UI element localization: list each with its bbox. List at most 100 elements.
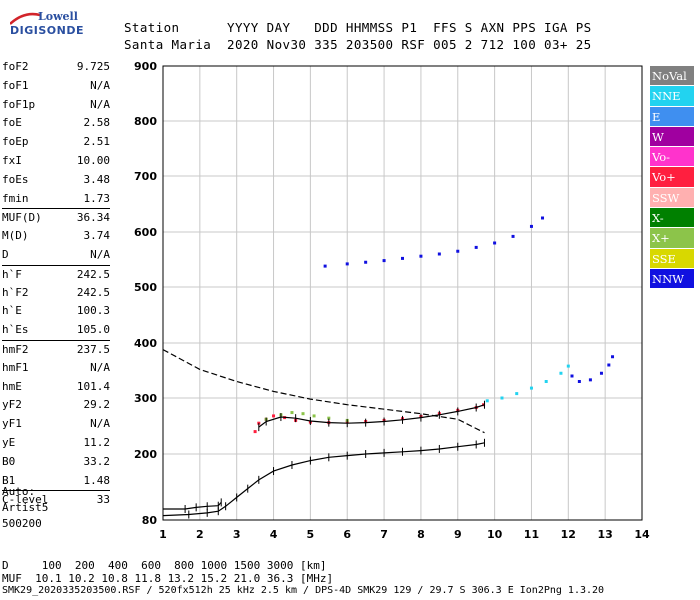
param-row: h`F 242.5	[2, 264, 110, 284]
param-key: M(D)	[2, 229, 29, 243]
data-point	[559, 371, 563, 375]
param-value: N/A	[90, 78, 110, 92]
legend-item: NNW	[650, 268, 694, 290]
auto-label: Auto:	[2, 485, 36, 498]
x-tick-label: 8	[417, 528, 425, 541]
param-value: 2.51	[83, 135, 111, 149]
data-point	[327, 416, 331, 420]
x-tick-label: 10	[487, 528, 503, 541]
param-key: foF1p	[2, 97, 36, 111]
param-value: 9.725	[76, 60, 110, 73]
data-point	[485, 399, 489, 403]
param-key: h`F2	[2, 285, 29, 299]
legend-item: W	[650, 126, 694, 148]
data-point	[529, 386, 533, 390]
param-row: hmF2 237.5	[2, 339, 110, 359]
autoscaling-info: Auto: Artist5 500200	[2, 484, 48, 532]
x-tick-label: 11	[524, 528, 539, 541]
data-point	[323, 264, 327, 268]
data-point	[588, 378, 592, 382]
logo-line1: Lowell	[38, 10, 78, 23]
param-value: 1.48	[83, 473, 111, 487]
param-value: 1.73	[83, 191, 111, 205]
param-key: fxI	[2, 153, 22, 167]
x-tick-label: 7	[380, 528, 388, 541]
param-row: foEs 3.48	[2, 171, 110, 190]
param-row: B1 1.48	[2, 472, 110, 491]
footer-info-row: SMK29_2020335203500.RSF / 520fx512h 25 k…	[2, 585, 605, 596]
plot-frame	[162, 65, 643, 521]
digisonde-logo: Lowell DIGISONDE	[6, 8, 83, 42]
data-point	[301, 412, 305, 416]
param-value: N/A	[90, 97, 110, 111]
param-value: 33	[96, 493, 110, 507]
data-point	[566, 364, 570, 368]
data-point	[345, 262, 349, 266]
param-key: foEs	[2, 172, 29, 186]
param-row: yF2 29.2	[2, 396, 110, 415]
trace-curve	[162, 349, 485, 434]
x-tick-label: 3	[233, 528, 241, 541]
data-point	[599, 371, 603, 375]
logo-swoosh-icon	[10, 12, 41, 25]
param-value: 33.2	[83, 454, 111, 468]
data-point	[272, 414, 276, 418]
legend-item: SSE	[650, 248, 694, 269]
param-key: h`Es	[2, 323, 29, 337]
legend-item: NNE	[650, 86, 694, 107]
legend-item: NoVal	[650, 66, 694, 87]
legend-item: Vo+	[650, 167, 694, 188]
x-tick-label: 9	[454, 528, 462, 541]
param-value: 101.4	[76, 379, 110, 393]
param-row: foF1p N/A	[2, 96, 110, 115]
param-key: foF1	[2, 78, 29, 92]
param-value: 105.0	[76, 323, 110, 337]
y-tick-label: 80	[142, 514, 158, 527]
param-key: foE	[2, 116, 22, 130]
data-point	[401, 256, 404, 260]
param-value: 242.5	[76, 267, 110, 281]
data-point	[290, 411, 294, 415]
param-key: B1	[2, 473, 16, 487]
header-row2: Santa Maria 2020 Nov30 335 203500 RSF 00…	[124, 37, 592, 52]
param-row: hmE 101.4	[2, 378, 110, 397]
param-key: foF2	[2, 60, 29, 73]
data-point	[541, 216, 545, 220]
data-point	[511, 234, 515, 238]
legend: NoVal NNE E W Vo- Vo+ SSW X- X+ SSE NNW	[650, 66, 694, 290]
param-row: B0 33.2	[2, 453, 110, 472]
data-point	[364, 260, 368, 264]
param-row: M(D) 3.74	[2, 227, 110, 246]
param-key: h`F	[2, 267, 22, 281]
param-key: D	[2, 247, 9, 261]
param-key: hmF1	[2, 360, 29, 374]
artist-label: Artist5	[2, 501, 49, 514]
x-tick-label: 13	[597, 528, 612, 541]
data-point	[474, 245, 478, 249]
param-key: yE	[2, 435, 16, 449]
data-point	[456, 249, 460, 253]
y-tick-label: 500	[134, 281, 157, 294]
param-row: D N/A	[2, 246, 110, 265]
data-point	[529, 224, 533, 228]
param-row: h`E 100.3	[2, 302, 110, 321]
y-tick-label: 800	[134, 115, 157, 128]
x-tick-label: 12	[561, 528, 576, 541]
y-tick-label: 300	[134, 392, 157, 405]
autoscale-code: 500200	[2, 517, 42, 530]
param-value: N/A	[90, 417, 110, 431]
y-tick-label: 600	[134, 226, 157, 239]
logo-line2: DIGISONDE	[10, 24, 84, 37]
x-tick-label: 4	[270, 528, 278, 541]
y-tick-label: 200	[134, 448, 157, 461]
param-value: 100.3	[76, 304, 110, 318]
param-value: 3.48	[83, 172, 111, 186]
param-value: 36.34	[76, 211, 110, 225]
param-key: fmin	[2, 191, 29, 205]
y-tick-label: 400	[134, 337, 157, 350]
data-point	[437, 252, 441, 256]
param-value: N/A	[90, 360, 110, 374]
data-point	[607, 363, 611, 367]
data-point	[570, 374, 574, 378]
param-key: yF1	[2, 417, 22, 431]
